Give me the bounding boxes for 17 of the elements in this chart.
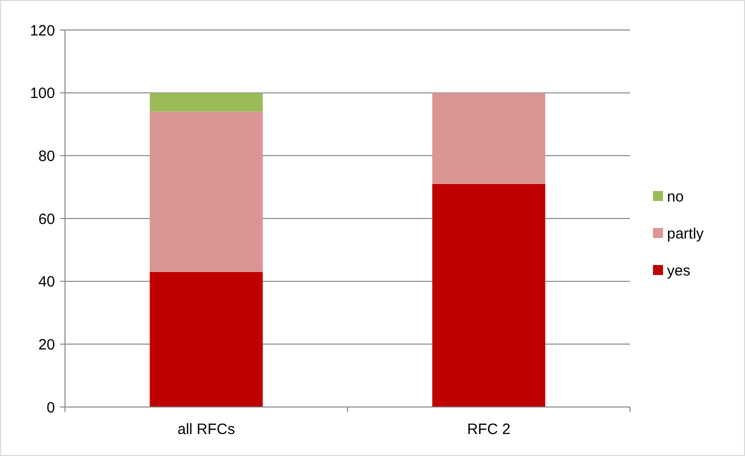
bar (150, 92, 263, 112)
y-tick-label: 20 (38, 336, 55, 354)
legend-label: no (667, 188, 684, 206)
y-tick-label: 60 (38, 210, 55, 228)
y-tick-label: 40 (38, 274, 55, 291)
bar (150, 272, 263, 407)
bar (150, 112, 263, 272)
legend-label: yes (667, 262, 690, 280)
legend-label: partly (667, 225, 704, 242)
bar (432, 92, 546, 184)
y-tick-label: 120 (30, 22, 55, 40)
x-tick-label: all RFCs (177, 421, 236, 438)
y-tick-label: 80 (38, 148, 55, 165)
x-tick-label: RFC 2 (467, 421, 510, 438)
y-tick-label: 100 (30, 85, 55, 102)
y-tick-label: 0 (46, 399, 55, 416)
bar (432, 184, 546, 407)
